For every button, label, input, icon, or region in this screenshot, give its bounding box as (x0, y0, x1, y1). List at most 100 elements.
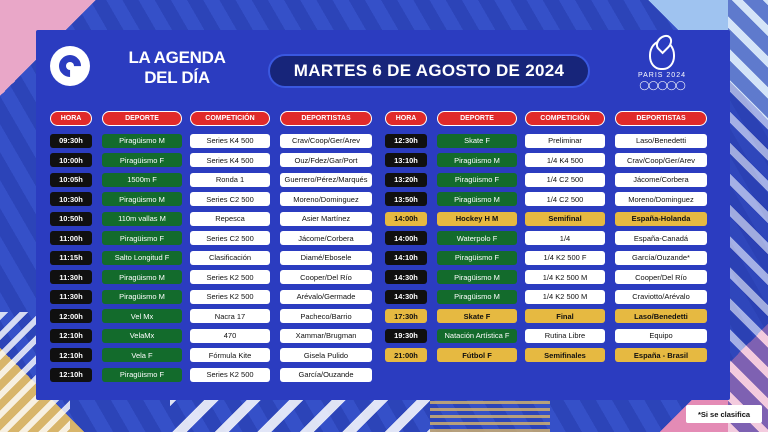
olympic-rings-icon: ◯◯◯◯◯ (639, 80, 685, 90)
competition-cell: Semifinal (525, 211, 605, 226)
schedule-row: 19:30h Natación Artística F Rutina Libre Eq… (385, 326, 707, 346)
athletes-cell: España-Canadá (615, 231, 707, 246)
competition-cell: Semifinales (525, 348, 605, 363)
time-cell: 13:10h (385, 153, 427, 168)
time-cell: 10:05h (50, 172, 92, 187)
competition-cell: Nacra 17 (190, 309, 270, 324)
competition-cell: Clasificación (190, 250, 270, 265)
col-header-competicion: COMPETICIÓN (190, 110, 270, 126)
time-cell: 12:10h (50, 367, 92, 382)
athletes-cell: García/Ouzande (280, 367, 372, 382)
time-cell: 14:30h (385, 289, 427, 304)
time-cell: 12:00h (50, 309, 92, 324)
athletes-cell: Moreno/Dominguez (280, 192, 372, 207)
date-banner: MARTES 6 DE AGOSTO DE 2024 (268, 54, 590, 88)
col-header-deporte: DEPORTE (102, 110, 182, 126)
sport-cell: 110m vallas M (102, 211, 182, 226)
schedule-row: 14:00h Hockey H M Semifinal España-Holanda (385, 209, 707, 229)
competition-cell: Series K2 500 (190, 367, 270, 382)
time-cell: 12:10h (50, 328, 92, 343)
sport-cell: Piragüismo F (102, 153, 182, 168)
sport-cell: Waterpolo F (437, 231, 517, 246)
time-cell: 14:00h (385, 231, 427, 246)
athletes-cell: Diamé/Ebosele (280, 250, 372, 265)
agenda-title-line2: DEL DÍA (144, 68, 210, 87)
sport-cell: Piragüismo M (102, 133, 182, 148)
sport-cell: Piragüismo M (437, 192, 517, 207)
paris-2024-logo: PARIS 2024 ◯◯◯◯◯ (630, 40, 694, 100)
sport-cell: VelaMx (102, 328, 182, 343)
competition-cell: 1/4 (525, 231, 605, 246)
athletes-cell: Xammar/Brugman (280, 328, 372, 343)
agenda-title-line1: LA AGENDA (128, 48, 226, 67)
competition-cell: 470 (190, 328, 270, 343)
schedule-row: 10:50h 110m vallas M Repesca Asier Martínez (50, 209, 372, 229)
time-cell: 10:50h (50, 211, 92, 226)
sport-cell: Piragüismo M (437, 289, 517, 304)
col-header-hora: HORA (385, 110, 427, 126)
competition-cell: 1/4 C2 500 (525, 192, 605, 207)
col-header-deportistas: DEPORTISTAS (615, 110, 707, 126)
time-cell: 11:30h (50, 270, 92, 285)
competition-cell: Ronda 1 (190, 172, 270, 187)
schedule-left: HORA DEPORTE COMPETICIÓN DEPORTISTAS 09:… (50, 108, 372, 385)
paris-2024-text: PARIS 2024 (637, 72, 686, 79)
competition-cell: Series C2 500 (190, 231, 270, 246)
schedule-row: 14:10h Piragüismo F 1/4 K2 500 F García/Ouz… (385, 248, 707, 268)
athletes-cell: Asier Martínez (280, 211, 372, 226)
schedule-row: 14:30h Piragüismo M 1/4 K2 500 M Cooper/Del… (385, 268, 707, 288)
channel-logo-icon (50, 46, 90, 86)
col-header-deportistas: DEPORTISTAS (280, 110, 372, 126)
athletes-cell: Cooper/Del Río (615, 270, 707, 285)
schedule-row: 11:30h Piragüismo M Series K2 500 Cooper/De… (50, 268, 372, 288)
sport-cell: Hockey H M (437, 211, 517, 226)
schedule-row: 13:50h Piragüismo M 1/4 C2 500 Moreno/Domin… (385, 190, 707, 210)
agenda-title: LA AGENDA DEL DÍA (112, 48, 242, 88)
sport-cell: Piragüismo F (102, 231, 182, 246)
schedule-row: 11:30h Piragüismo M Series K2 500 Arévalo/G… (50, 287, 372, 307)
header-row: HORA DEPORTE COMPETICIÓN DEPORTISTAS (385, 108, 707, 128)
athletes-cell: Crav/Coop/Ger/Arev (615, 153, 707, 168)
competition-cell: Rutina Libre (525, 328, 605, 343)
competition-cell: 1/4 C2 500 (525, 172, 605, 187)
athletes-cell: Gisela Pulido (280, 348, 372, 363)
time-cell: 14:00h (385, 211, 427, 226)
col-header-hora: HORA (50, 110, 92, 126)
schedule-row: 11:00h Piragüismo F Series C2 500 Jácome/Co… (50, 229, 372, 249)
athletes-cell: Craviotto/Arévalo (615, 289, 707, 304)
time-cell: 19:30h (385, 328, 427, 343)
time-cell: 09:30h (50, 133, 92, 148)
athletes-cell: Jácome/Corbera (615, 172, 707, 187)
schedule-row: 12:30h Skate F Preliminar Laso/Benedetti (385, 131, 707, 151)
time-cell: 13:20h (385, 172, 427, 187)
athletes-cell: Laso/Benedetti (615, 133, 707, 148)
sport-cell: Piragüismo M (437, 270, 517, 285)
schedule-row: 11:15h Salto Longitud F Clasificación Diamé… (50, 248, 372, 268)
time-cell: 12:10h (50, 348, 92, 363)
competition-cell: Series K4 500 (190, 133, 270, 148)
competition-cell: Final (525, 309, 605, 324)
athletes-cell: Moreno/Dominguez (615, 192, 707, 207)
sport-cell: Fútbol F (437, 348, 517, 363)
olympic-flame-icon (649, 40, 675, 70)
time-cell: 21:00h (385, 348, 427, 363)
sport-cell: Piragüismo M (437, 153, 517, 168)
competition-cell: 1/4 K4 500 (525, 153, 605, 168)
competition-cell: Repesca (190, 211, 270, 226)
sport-cell: Piragüismo F (437, 172, 517, 187)
athletes-cell: García/Ouzande* (615, 250, 707, 265)
sport-cell: Salto Longitud F (102, 250, 182, 265)
time-cell: 11:15h (50, 250, 92, 265)
sport-cell: Piragüismo F (102, 367, 182, 382)
sport-cell: Piragüismo F (437, 250, 517, 265)
athletes-cell: Pacheco/Barrio (280, 309, 372, 324)
schedule-right: HORA DEPORTE COMPETICIÓN DEPORTISTAS 12:… (385, 108, 707, 365)
athletes-cell: Jácome/Corbera (280, 231, 372, 246)
schedule-row: 17:30h Skate F Final Laso/Benedetti (385, 307, 707, 327)
time-cell: 11:00h (50, 231, 92, 246)
competition-cell: 1/4 K2 500 F (525, 250, 605, 265)
header-row: HORA DEPORTE COMPETICIÓN DEPORTISTAS (50, 108, 372, 128)
athletes-cell: España - Brasil (615, 348, 707, 363)
athletes-cell: Laso/Benedetti (615, 309, 707, 324)
decor-gold-lines (430, 394, 550, 432)
